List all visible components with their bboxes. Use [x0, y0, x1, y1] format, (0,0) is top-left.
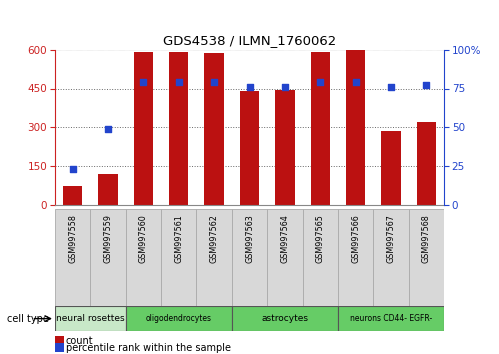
Bar [98, 174, 118, 205]
Bar [310, 52, 330, 205]
Bar [381, 131, 401, 205]
Text: GSM997560: GSM997560 [139, 214, 148, 263]
Bar [346, 50, 365, 205]
Text: GSM997565: GSM997565 [316, 214, 325, 263]
Point [316, 79, 324, 85]
Point [281, 84, 289, 90]
Text: count: count [66, 336, 93, 346]
Point [387, 84, 395, 90]
Bar [240, 91, 259, 205]
Point [68, 167, 76, 172]
Bar [55, 209, 90, 313]
Bar [90, 209, 126, 313]
Bar [134, 52, 153, 205]
Bar [197, 209, 232, 313]
Bar [373, 209, 409, 313]
Point [139, 79, 147, 85]
Bar [302, 209, 338, 313]
Bar [161, 209, 197, 313]
Text: GSM997568: GSM997568 [422, 214, 431, 263]
Bar [126, 209, 161, 313]
Point [246, 84, 253, 90]
Text: GSM997559: GSM997559 [103, 214, 112, 263]
Bar [275, 90, 294, 205]
Text: GSM997561: GSM997561 [174, 214, 183, 263]
Text: GSM997566: GSM997566 [351, 214, 360, 263]
Bar [169, 52, 189, 205]
Text: astrocytes: astrocytes [261, 314, 308, 323]
Text: cell type: cell type [7, 314, 52, 324]
Text: GSM997563: GSM997563 [245, 214, 254, 263]
Bar [338, 306, 444, 331]
Bar [409, 209, 444, 313]
Bar [232, 209, 267, 313]
Text: neurons CD44- EGFR-: neurons CD44- EGFR- [350, 314, 432, 323]
Bar [205, 53, 224, 205]
Text: GSM997562: GSM997562 [210, 214, 219, 263]
Text: GSM997567: GSM997567 [387, 214, 396, 263]
Text: GSM997558: GSM997558 [68, 214, 77, 263]
Point [352, 79, 360, 85]
Bar [126, 306, 232, 331]
Text: neural rosettes: neural rosettes [56, 314, 125, 323]
Text: oligodendrocytes: oligodendrocytes [146, 314, 212, 323]
Bar [338, 209, 373, 313]
Bar [55, 306, 126, 331]
Bar [232, 306, 338, 331]
Title: GDS4538 / ILMN_1760062: GDS4538 / ILMN_1760062 [163, 34, 336, 47]
Point [175, 79, 183, 85]
Point [210, 79, 218, 85]
Point [104, 126, 112, 132]
Text: GSM997564: GSM997564 [280, 214, 289, 263]
Text: percentile rank within the sample: percentile rank within the sample [66, 343, 231, 353]
Point [423, 82, 431, 88]
Bar [267, 209, 302, 313]
Bar [63, 186, 82, 205]
Bar [417, 122, 436, 205]
